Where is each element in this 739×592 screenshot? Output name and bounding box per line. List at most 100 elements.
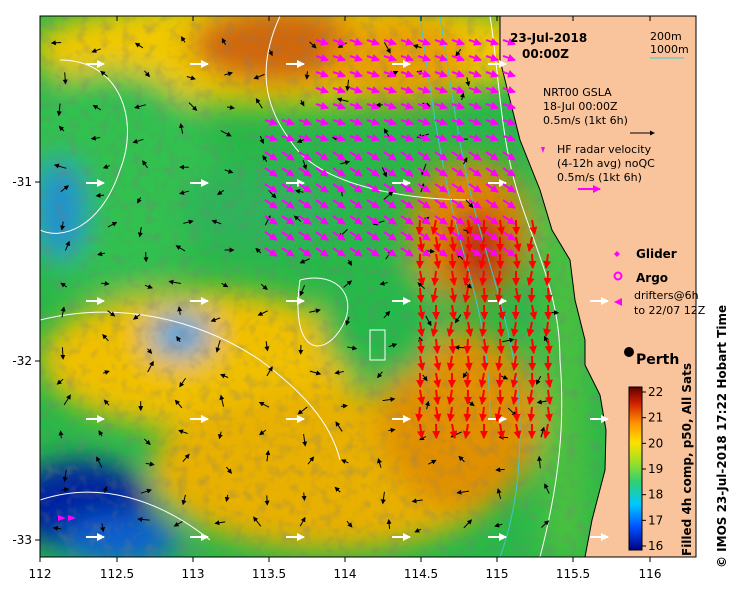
hf-arrow-magenta	[434, 85, 448, 94]
gsla-arrow-black	[255, 97, 263, 109]
hf-arrow-magenta	[366, 183, 380, 193]
hf-arrow-magenta	[332, 117, 346, 126]
hf-arrow-red	[542, 423, 551, 439]
drifters-label-1: drifters@6h	[634, 289, 699, 302]
y-tick-label: -33	[12, 533, 32, 547]
hf-arrow-magenta	[468, 151, 482, 161]
hf-arrow-red	[512, 253, 521, 269]
gsla-arrow-black	[140, 488, 152, 494]
gsla-arrow-black	[97, 251, 105, 257]
hf-arrow-red	[513, 287, 522, 303]
hf-arrow-magenta	[298, 247, 312, 257]
gsla-arrow-black	[168, 279, 181, 285]
hf-arrow-magenta	[400, 215, 414, 225]
hf-arrow-magenta	[315, 85, 329, 94]
gsla-arrow-black	[377, 457, 382, 468]
hf-arrow-magenta	[298, 117, 312, 126]
gsla-arrow-black	[307, 456, 315, 465]
gsla-arrow-black	[143, 438, 151, 446]
hf-arrow-red	[496, 389, 505, 405]
gsla-arrow-black	[181, 494, 187, 506]
hf-arrow-red	[494, 270, 503, 286]
gsla-arrow-black	[376, 371, 383, 379]
gsla-arrow-black	[259, 135, 265, 145]
gsla-arrow-black	[224, 71, 233, 77]
hf-arrow-red	[463, 338, 472, 354]
gsla-arrow-black	[265, 450, 271, 462]
hf-arrow-red	[526, 236, 535, 252]
hf-arrow-red	[528, 253, 537, 269]
hf-arrow-red	[544, 338, 553, 354]
hf-arrow-magenta	[315, 117, 329, 126]
hf-arrow-magenta	[383, 37, 397, 46]
gsla-arrow-black	[132, 138, 144, 144]
gsla-arrow-black	[62, 469, 68, 483]
hf-arrow-magenta	[315, 69, 329, 78]
hf-arrow-magenta	[383, 231, 397, 241]
hf-arrow-magenta	[281, 231, 295, 241]
gsla-arrow-black	[60, 306, 66, 318]
x-tick-label: 113	[182, 567, 205, 581]
hf-arrow-red	[415, 219, 424, 235]
hf-arrow-magenta	[451, 199, 465, 209]
gsla-arrows-white	[86, 60, 609, 541]
hf-arrow-red	[528, 338, 537, 354]
hf-arrow-magenta	[434, 133, 448, 142]
gsla-arrow-black	[100, 523, 106, 533]
gsla-arrow-black	[60, 347, 66, 360]
hf-arrow-magenta	[451, 69, 465, 78]
hf-arrow-magenta	[383, 133, 397, 142]
gsla-arrow-black	[62, 72, 68, 85]
hf-arrow-magenta	[349, 53, 363, 62]
colorbar-tick-label: 16	[648, 539, 663, 553]
hf-arrow-magenta	[417, 85, 431, 94]
gsla-arrow-black	[384, 42, 391, 54]
gsla-arrow-black	[268, 49, 273, 57]
gsla-arrow-black	[103, 370, 110, 375]
gsla-title: NRT00 GSLA	[543, 86, 612, 99]
gsla-arrow-black	[102, 333, 109, 342]
hf-arrow-magenta	[366, 37, 380, 46]
hf-arrow-red	[480, 304, 489, 320]
x-tick-label: 112.5	[100, 567, 134, 581]
gsla-arrow-black	[101, 281, 110, 287]
hf-arrow-magenta	[366, 215, 380, 225]
hf-arrow-magenta	[264, 133, 278, 142]
hf-arrow-magenta	[366, 117, 380, 126]
hf-radar-arrows-north	[264, 37, 516, 257]
hf-arrow-magenta	[315, 199, 329, 209]
hf-arrow-red	[449, 270, 458, 286]
gsla-arrow-black	[146, 348, 153, 354]
hf-arrow-red	[513, 423, 522, 439]
gsla-arrow-black	[107, 221, 118, 228]
hf-arrow-magenta	[366, 151, 380, 161]
hf-arrow-magenta	[383, 101, 397, 110]
hf-arrow-red	[462, 423, 471, 439]
hf-radar-arrows-south	[415, 219, 553, 439]
hf-arrow-red	[496, 321, 505, 337]
gsla-arrow-black	[137, 227, 143, 238]
gsla-arrow-black	[496, 488, 502, 499]
hf-arrow-magenta	[400, 85, 414, 94]
hf-arrow-red	[526, 270, 535, 286]
contour-legend-1000m: 1000m	[650, 43, 689, 56]
gsla-arrow-black	[58, 125, 65, 132]
gsla-arrow-black	[95, 192, 105, 198]
colorbar-tick-label: 18	[648, 488, 663, 502]
gsla-arrow-black	[462, 157, 468, 165]
gsla-arrow-black	[210, 317, 221, 323]
gsla-arrow-black	[179, 377, 187, 388]
gsla-arrow-black	[459, 92, 465, 101]
gsla-arrow-black	[134, 42, 144, 49]
hf-arrow-magenta	[468, 167, 482, 177]
hf-arrow-red	[543, 321, 551, 337]
gsla-arrow-black	[302, 160, 308, 170]
hf-arrow-magenta	[502, 117, 516, 126]
gsla-arrow-black	[253, 516, 262, 527]
land	[500, 16, 696, 557]
gsla-arrow-black	[309, 41, 317, 49]
hf-arrow-magenta	[485, 199, 499, 209]
hf-arrow-magenta	[434, 167, 448, 177]
gsla-arrow-black	[137, 197, 142, 204]
hf-arrow-red	[529, 304, 538, 320]
